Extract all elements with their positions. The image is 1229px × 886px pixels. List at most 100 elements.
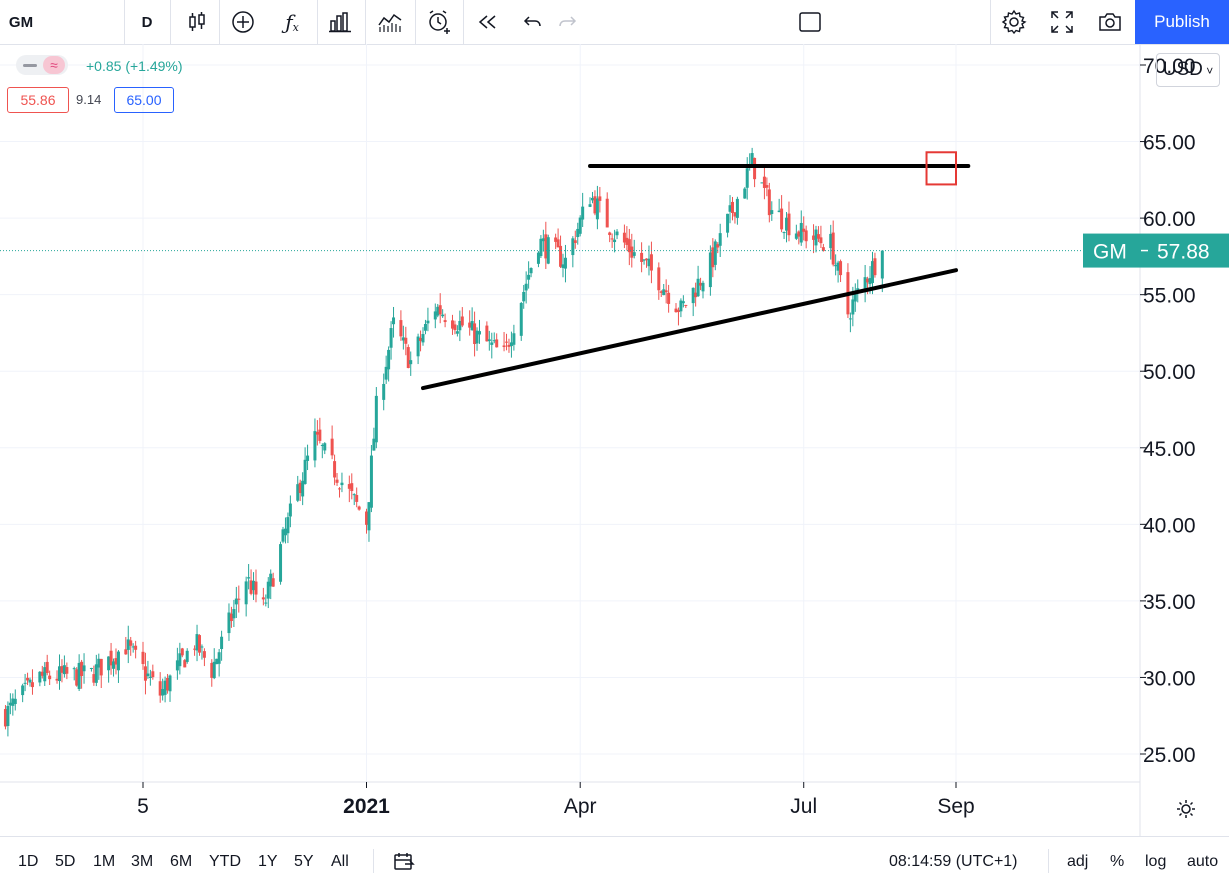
timeframe-5y[interactable]: 5Y [294,852,314,870]
candle-body [65,667,69,674]
layout-icon[interactable] [790,0,830,44]
candle-body [229,613,233,622]
replay-icon[interactable] [468,0,508,44]
compare-icon[interactable] [369,0,411,44]
undo-icon[interactable] [514,0,550,44]
candle-body [527,274,531,280]
candle-body [576,228,580,238]
candle-body [423,323,427,331]
candle-body [588,204,592,207]
wave-icon[interactable]: ≈ [43,56,65,74]
candle-body [460,316,464,326]
candle-body [372,438,376,451]
candle-body [355,495,359,502]
price-chart[interactable]: 70.0065.0060.0055.0050.0045.0040.0035.00… [0,0,1229,836]
candle-body [836,262,840,271]
candle-body [271,578,275,587]
y-tick-label: 60.00 [1143,208,1196,231]
candles [3,147,884,737]
candle-body [524,283,528,291]
candle-body [505,341,509,343]
price-axis: 70.0065.0060.0055.0050.0045.0040.0035.00… [1140,55,1196,767]
candle-body [829,233,833,249]
hide-icon[interactable] [23,64,37,67]
candle-body [802,228,806,232]
y-tick-label: 25.00 [1143,744,1196,767]
candle-body [571,238,575,256]
timeframe-5d[interactable]: 5D [55,852,76,870]
candle-body [487,339,491,342]
candle-body [595,198,599,220]
candle-body [382,383,386,400]
candle-body [507,344,511,347]
candle-body [502,345,506,348]
candle-body [77,662,81,690]
candle-body [458,320,462,331]
sun-icon[interactable] [1176,799,1196,824]
candle-body [866,278,870,283]
clock[interactable]: 08:14:59 (UTC+1) [889,852,1018,870]
candle-body [708,252,712,288]
bottom-toolbar: 1D 5D 1M 3M 6M YTD 1Y 5Y All 08:14:59 (U… [0,836,1229,886]
candle-body [389,328,393,348]
candle-body [6,705,10,727]
candle-body [217,652,221,664]
candle-body [667,292,671,304]
price-tag-bg [1083,233,1229,268]
legend-toggle[interactable]: ≈ [16,55,68,75]
fullscreen-icon[interactable] [1042,0,1082,44]
candle-body [387,349,391,370]
financials-icon[interactable] [320,0,360,44]
interval-button[interactable]: D [141,13,153,31]
candle-body [622,232,626,243]
candle-body [630,246,634,258]
candle-body [89,667,93,669]
timeframe-all[interactable]: All [331,852,349,870]
adj-toggle[interactable]: adj [1067,852,1089,870]
candle-body [421,334,425,343]
percent-toggle[interactable]: % [1110,852,1125,870]
candle-body [195,634,199,651]
auto-toggle[interactable]: auto [1187,852,1219,870]
timeframe-1m[interactable]: 1M [93,852,116,870]
y-tick-label: 65.00 [1143,132,1196,155]
candle-body [126,639,130,650]
log-toggle[interactable]: log [1145,852,1167,870]
candle-body [11,698,15,706]
candle-body [512,333,516,345]
currency-select[interactable]: USD ˅ [1156,53,1220,87]
candle-body [318,429,322,441]
candle-body [735,198,739,218]
candle-body [45,661,49,673]
bottom-divider [1048,849,1049,873]
date-range-icon[interactable] [392,837,416,886]
alert-icon[interactable] [420,0,458,44]
candle-body [340,482,344,486]
settings-icon[interactable] [994,0,1034,44]
timeframe-1y[interactable]: 1Y [258,852,278,870]
timeframe-ytd[interactable]: YTD [209,852,241,870]
candle-body [625,237,629,245]
bar-style-icon[interactable] [178,0,216,44]
candle-body [23,682,27,684]
candle-body [197,635,201,653]
candle-body [8,702,12,706]
candle-body [247,577,251,579]
candle-body [711,247,715,268]
timeframe-6m[interactable]: 6M [170,852,193,870]
publish-button[interactable]: Publish [1135,0,1229,44]
timeframe-1d[interactable]: 1D [18,852,39,870]
candle-body [210,662,214,678]
candle-body [522,291,526,302]
candle-body [185,650,189,662]
timeframe-3m[interactable]: 3M [131,852,154,870]
add-indicator-icon[interactable] [224,0,262,44]
candle-body [730,201,734,213]
candle-body [193,648,197,650]
candle-body [92,674,96,683]
symbol-search[interactable]: GM [8,13,34,31]
drawings [0,151,1140,391]
candle-body [640,252,644,262]
snapshot-icon[interactable] [1090,0,1130,44]
